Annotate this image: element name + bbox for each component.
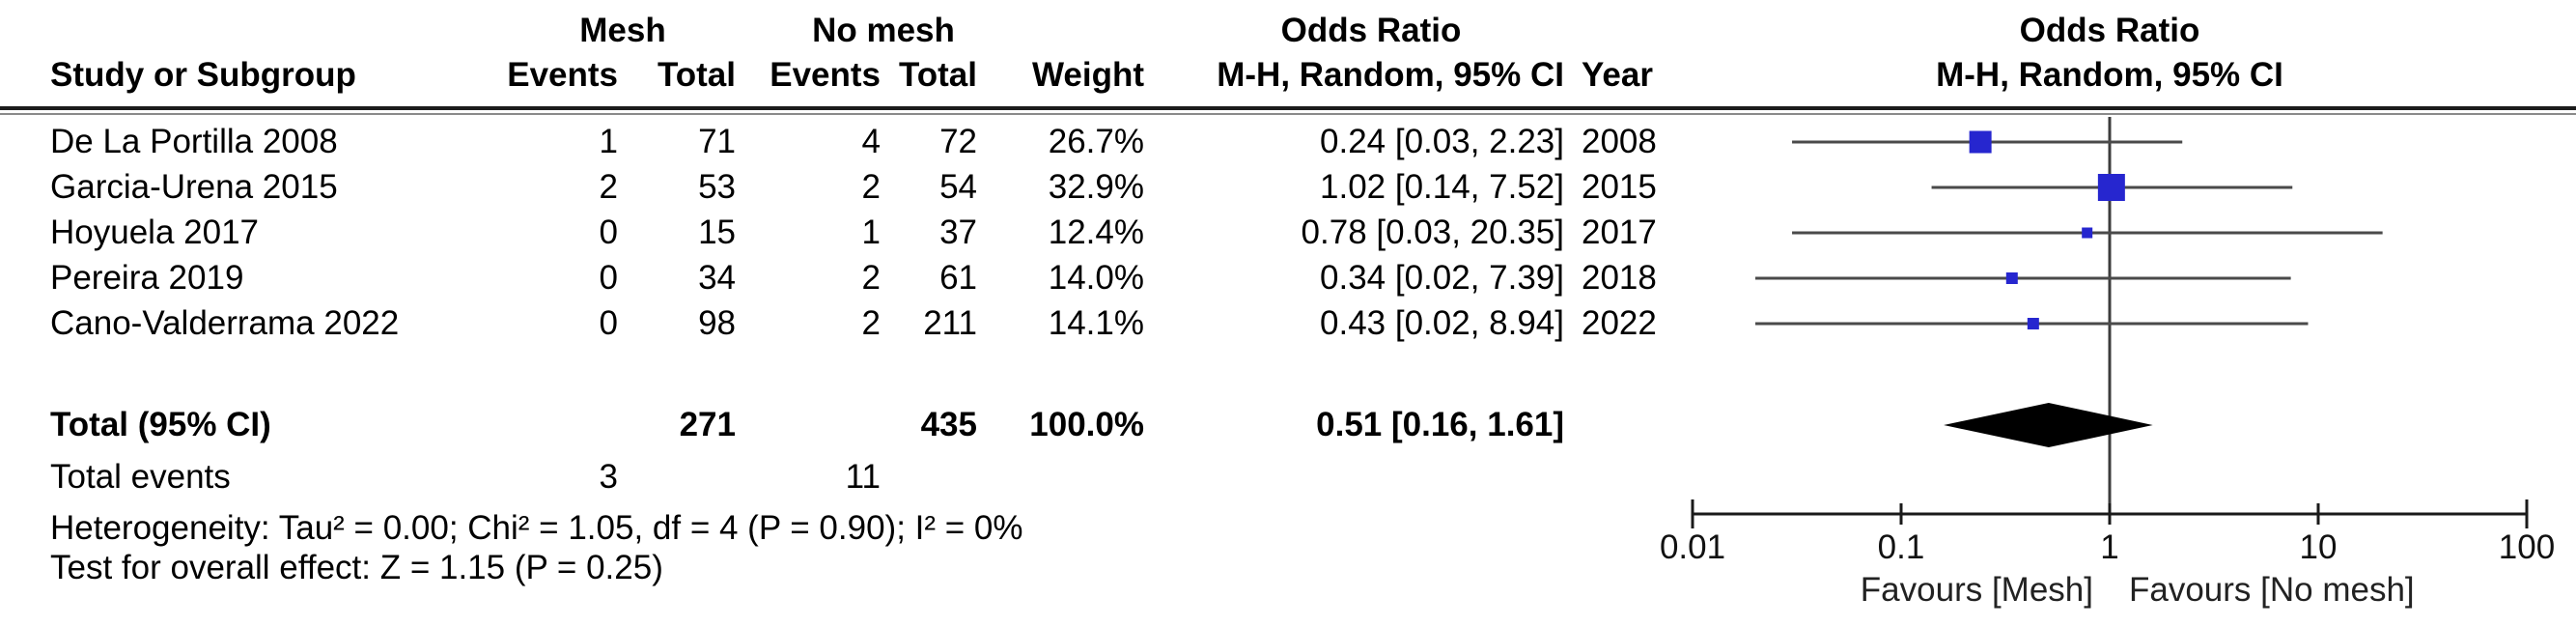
column-group-odds-ratio: Odds Ratio: [1280, 12, 1462, 49]
column-header-weight: Weight: [1031, 56, 1144, 94]
nomesh-events: 4: [861, 123, 881, 160]
favours-right-label: Favours [No mesh]: [2129, 571, 2415, 609]
mesh-total: 98: [698, 304, 736, 342]
effect-square: [2097, 174, 2125, 201]
nomesh-total: 37: [939, 214, 977, 251]
total-events-nomesh: 11: [845, 458, 881, 496]
tick-label: 0.1: [1878, 528, 1925, 566]
study-label: Garcia-Urena 2015: [50, 168, 338, 206]
column-header-nomesh-events: Events: [770, 56, 881, 94]
total-weight: 100.0%: [1029, 406, 1144, 443]
column-header-study: Study or Subgroup: [50, 56, 356, 94]
weight-value: 14.0%: [1048, 259, 1144, 297]
column-header-mh-ci: M-H, Random, 95% CI: [1217, 56, 1564, 94]
nomesh-events: 2: [861, 259, 881, 297]
total-events-label: Total events: [50, 458, 231, 496]
mesh-events: 1: [599, 123, 618, 160]
nomesh-events: 2: [861, 304, 881, 342]
nomesh-events: 2: [861, 168, 881, 206]
mesh-events: 0: [599, 304, 618, 342]
study-label: Hoyuela 2017: [50, 214, 259, 251]
nomesh-events: 1: [861, 214, 881, 251]
effect-square: [2027, 318, 2039, 329]
favours-left-label: Favours [Mesh]: [1861, 571, 2093, 609]
nomesh-total: 61: [939, 259, 977, 297]
tick-label: 100: [2499, 528, 2555, 566]
summary-diamond: [1944, 403, 2153, 447]
mesh-total: 53: [698, 168, 736, 206]
or-ci-value: 1.02 [0.14, 7.52]: [1320, 168, 1564, 206]
effect-square: [2082, 227, 2093, 239]
year-value: 2015: [1582, 168, 1657, 206]
header-rule-top: [0, 106, 2576, 110]
tick-label: 1: [2100, 528, 2118, 566]
mesh-events: 0: [599, 259, 618, 297]
column-header-nomesh-total: Total: [898, 56, 977, 94]
heterogeneity-text: Heterogeneity: Tau² = 0.00; Chi² = 1.05,…: [50, 509, 1023, 547]
weight-value: 26.7%: [1048, 123, 1144, 160]
column-header-mesh-events: Events: [507, 56, 618, 94]
plot-header-mh-ci: M-H, Random, 95% CI: [1936, 56, 2283, 94]
overall-effect-text: Test for overall effect: Z = 1.15 (P = 0…: [50, 549, 663, 586]
weight-value: 12.4%: [1048, 214, 1144, 251]
plot-header-odds-ratio: Odds Ratio: [2019, 12, 2200, 49]
year-value: 2017: [1582, 214, 1657, 251]
mesh-events: 2: [599, 168, 618, 206]
nomesh-total: 54: [939, 168, 977, 206]
header-rule-bottom: [0, 113, 2576, 115]
total-mesh-total: 271: [679, 406, 736, 443]
column-header-year: Year: [1582, 56, 1653, 94]
tick-label: 10: [2300, 528, 2338, 566]
nomesh-total: 72: [939, 123, 977, 160]
total-or-ci: 0.51 [0.16, 1.61]: [1316, 406, 1564, 443]
tick-label: 0.01: [1660, 528, 1725, 566]
column-group-mesh: Mesh: [579, 12, 666, 49]
or-ci-value: 0.78 [0.03, 20.35]: [1301, 214, 1564, 251]
or-ci-value: 0.43 [0.02, 8.94]: [1320, 304, 1564, 342]
effect-square: [2005, 272, 2018, 284]
year-value: 2018: [1582, 259, 1657, 297]
mesh-total: 15: [698, 214, 736, 251]
effect-square: [1969, 130, 1992, 154]
column-group-no-mesh: No mesh: [812, 12, 955, 49]
or-ci-value: 0.24 [0.03, 2.23]: [1320, 123, 1564, 160]
total-nomesh-total: 435: [920, 406, 977, 443]
mesh-total: 71: [698, 123, 736, 160]
year-value: 2022: [1582, 304, 1657, 342]
study-label: Pereira 2019: [50, 259, 244, 297]
column-header-mesh-total: Total: [657, 56, 736, 94]
weight-value: 32.9%: [1048, 168, 1144, 206]
total-events-mesh: 3: [599, 458, 618, 496]
nomesh-total: 211: [923, 304, 977, 342]
mesh-total: 34: [698, 259, 736, 297]
weight-value: 14.1%: [1048, 304, 1144, 342]
study-label: Cano-Valderrama 2022: [50, 304, 400, 342]
or-ci-value: 0.34 [0.02, 7.39]: [1320, 259, 1564, 297]
mesh-events: 0: [599, 214, 618, 251]
year-value: 2008: [1582, 123, 1657, 160]
study-label: De La Portilla 2008: [50, 123, 338, 160]
total-label: Total (95% CI): [50, 406, 271, 443]
